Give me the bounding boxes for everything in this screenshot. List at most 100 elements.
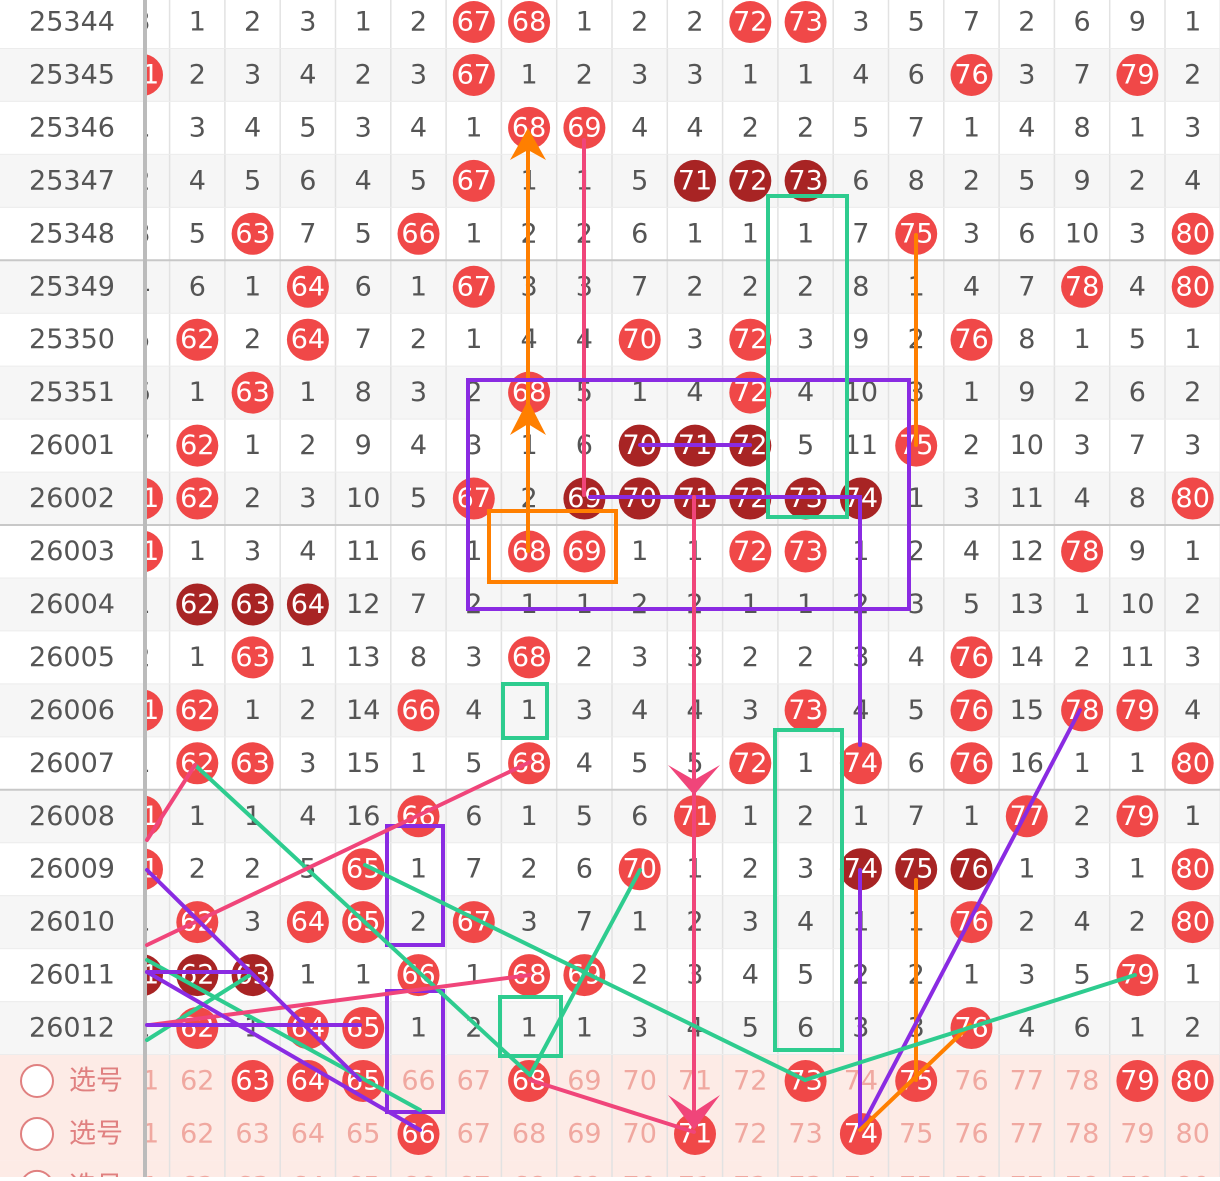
- pick-number[interactable]: 78: [1065, 1171, 1099, 1177]
- pick-number[interactable]: 80: [1176, 1171, 1210, 1177]
- pick-number[interactable]: 67: [457, 1171, 491, 1177]
- pick-number[interactable]: 77: [1010, 1066, 1044, 1097]
- omission-count: 11: [844, 430, 878, 461]
- hit-number: 73: [788, 165, 822, 196]
- omission-count: 5: [355, 218, 372, 249]
- pick-number[interactable]: 64: [291, 1171, 325, 1177]
- omission-count: 9: [1074, 165, 1091, 196]
- pick-number[interactable]: 76: [954, 1118, 988, 1149]
- pick-number[interactable]: 68: [512, 1171, 546, 1177]
- pick-number[interactable]: 62: [180, 1066, 214, 1097]
- pick-number[interactable]: 61: [125, 1118, 159, 1149]
- omission-count: 2: [742, 854, 759, 885]
- pick-number[interactable]: 65: [346, 1171, 380, 1177]
- pick-number[interactable]: 74: [844, 1171, 878, 1177]
- pick-number[interactable]: 76: [954, 1171, 988, 1177]
- omission-count: 4: [410, 112, 427, 143]
- hit-number: 61: [125, 536, 159, 567]
- omission-count: 4: [133, 271, 150, 302]
- hit-number: 78: [1065, 271, 1099, 302]
- picked-ball[interactable]: [1116, 1060, 1159, 1102]
- pick-number[interactable]: 69: [567, 1118, 601, 1149]
- pick-number[interactable]: 61: [125, 1171, 159, 1177]
- pick-number[interactable]: 77: [1010, 1171, 1044, 1177]
- hit-ball: [397, 212, 440, 255]
- pick-number[interactable]: 68: [512, 1118, 546, 1149]
- omission-count: 8: [355, 377, 372, 408]
- pick-number[interactable]: 69: [567, 1171, 601, 1177]
- pick-number[interactable]: 66: [401, 1171, 435, 1177]
- hit-ball: [286, 318, 329, 361]
- picked-ball[interactable]: [231, 1060, 274, 1102]
- omission-count: 4: [686, 377, 703, 408]
- pick-number[interactable]: 73: [788, 1171, 822, 1177]
- omission-count: 1: [1129, 112, 1146, 143]
- omission-count: 6: [908, 59, 925, 90]
- pick-number[interactable]: 72: [733, 1066, 767, 1097]
- pick-number[interactable]: 62: [180, 1171, 214, 1177]
- picked-ball[interactable]: [1171, 1060, 1214, 1102]
- pick-number[interactable]: 64: [291, 1118, 325, 1149]
- pick-number[interactable]: 62: [180, 1118, 214, 1149]
- pick-number[interactable]: 72: [733, 1118, 767, 1149]
- hit-number: 64: [291, 271, 325, 302]
- pick-number[interactable]: 80: [1176, 1118, 1210, 1149]
- hit-ball: [231, 636, 274, 679]
- pick-number[interactable]: 67: [457, 1066, 491, 1097]
- pick-number[interactable]: 77: [1010, 1118, 1044, 1149]
- omission-count: 4: [631, 112, 648, 143]
- pick-checkbox[interactable]: [20, 1116, 54, 1151]
- pick-number[interactable]: 70: [623, 1066, 657, 1097]
- omission-count: 1: [631, 377, 648, 408]
- hit-number: 62: [180, 483, 214, 514]
- omission-count: 1: [963, 801, 980, 832]
- pick-number[interactable]: 66: [401, 1066, 435, 1097]
- pick-number[interactable]: 76: [954, 1066, 988, 1097]
- omission-count: 1: [465, 112, 482, 143]
- pick-number[interactable]: 78: [1065, 1066, 1099, 1097]
- picked-number[interactable]: 80: [1176, 1066, 1210, 1097]
- pick-checkbox[interactable]: [20, 1064, 54, 1098]
- pick-number[interactable]: 67: [457, 1118, 491, 1149]
- omission-count: 2: [244, 7, 261, 38]
- pick-label: 选号: [69, 1066, 123, 1097]
- picked-number[interactable]: 79: [1120, 1066, 1154, 1097]
- pick-number[interactable]: 79: [1120, 1118, 1154, 1149]
- pick-number[interactable]: 63: [235, 1171, 269, 1177]
- omission-count: 12: [346, 589, 380, 620]
- picked-ball[interactable]: [674, 1112, 716, 1155]
- omission-count: 1: [244, 430, 261, 461]
- omission-count: 1: [852, 801, 869, 832]
- omission-count: 3: [133, 218, 150, 249]
- pick-number[interactable]: 73: [788, 1118, 822, 1149]
- pick-number[interactable]: 61: [125, 1066, 159, 1097]
- omission-count: 6: [1074, 7, 1091, 38]
- omission-count: 10: [346, 483, 380, 514]
- pick-number[interactable]: 78: [1065, 1118, 1099, 1149]
- omission-count: 4: [299, 59, 316, 90]
- pick-number[interactable]: 69: [567, 1066, 601, 1097]
- pick-number[interactable]: 70: [623, 1171, 657, 1177]
- pick-number[interactable]: 71: [678, 1171, 712, 1177]
- hit-number: 73: [788, 7, 822, 38]
- omission-count: 3: [686, 324, 703, 355]
- hit-ball: [397, 689, 440, 732]
- omission-count: 4: [189, 165, 206, 196]
- hit-ball: [452, 159, 495, 202]
- hit-ball: [147, 795, 163, 837]
- omission-count: 1: [521, 589, 538, 620]
- picked-ball[interactable]: [839, 1112, 882, 1155]
- pick-number[interactable]: 63: [235, 1118, 269, 1149]
- hit-ball: [950, 318, 993, 361]
- pick-number[interactable]: 65: [346, 1118, 380, 1149]
- period: 25345: [29, 59, 115, 90]
- omission-count: 3: [521, 907, 538, 938]
- pick-number[interactable]: 75: [899, 1171, 933, 1177]
- pick-number[interactable]: 79: [1120, 1171, 1154, 1177]
- pick-number[interactable]: 70: [623, 1118, 657, 1149]
- omission-count: 7: [852, 218, 869, 249]
- picked-number[interactable]: 63: [235, 1066, 269, 1097]
- hit-number: 61: [125, 695, 159, 726]
- pick-number[interactable]: 72: [733, 1171, 767, 1177]
- pick-number[interactable]: 75: [899, 1118, 933, 1149]
